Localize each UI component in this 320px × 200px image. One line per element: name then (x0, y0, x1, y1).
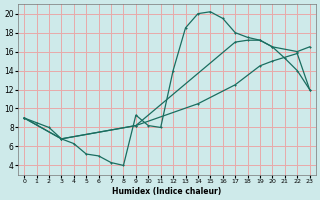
X-axis label: Humidex (Indice chaleur): Humidex (Indice chaleur) (112, 187, 221, 196)
